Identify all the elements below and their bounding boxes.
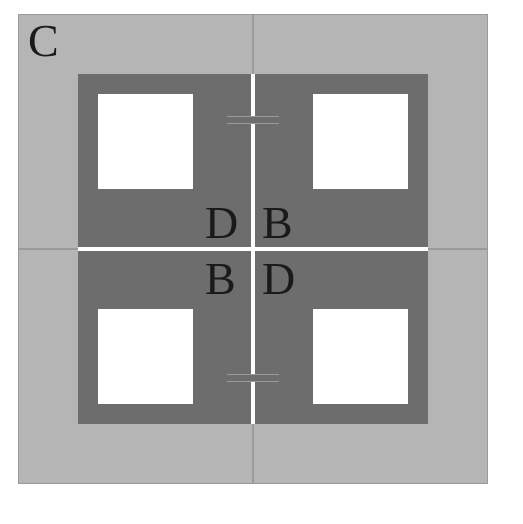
corner-hole-3 bbox=[313, 309, 408, 404]
label-D2: D bbox=[262, 256, 295, 302]
arm-notch-1 bbox=[227, 374, 279, 382]
diagram-canvas: C DBBD bbox=[0, 0, 523, 524]
label-D1: D bbox=[205, 200, 238, 246]
frame-seam-left bbox=[18, 248, 78, 250]
corner-hole-2 bbox=[98, 309, 193, 404]
arm-notch-0 bbox=[227, 116, 279, 124]
frame-seam-top bbox=[252, 14, 254, 74]
corner-hole-0 bbox=[98, 94, 193, 189]
label-B1: B bbox=[262, 200, 293, 246]
cross-seam-v bbox=[251, 74, 255, 424]
corner-hole-1 bbox=[313, 94, 408, 189]
frame-seam-right bbox=[428, 248, 488, 250]
frame-seam-bottom bbox=[252, 424, 254, 484]
label-C: C bbox=[28, 18, 59, 64]
label-B2: B bbox=[205, 256, 236, 302]
